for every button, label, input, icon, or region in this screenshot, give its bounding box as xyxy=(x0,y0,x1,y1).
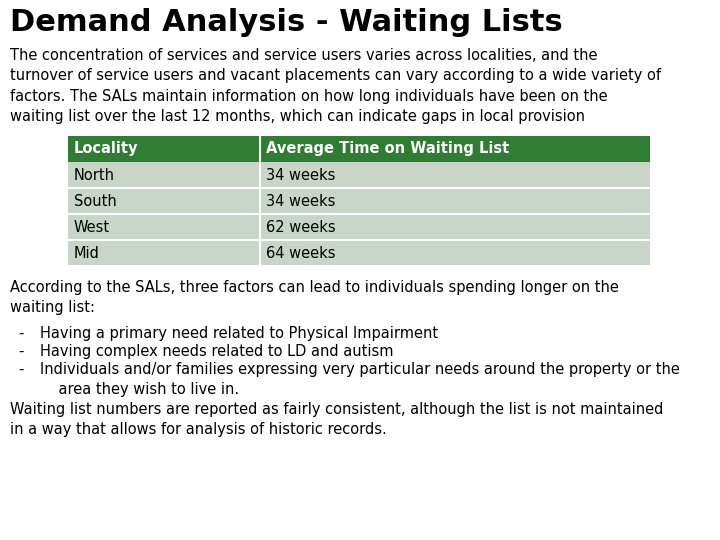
Text: 34 weeks: 34 weeks xyxy=(266,193,336,208)
Text: South: South xyxy=(74,193,117,208)
Text: 34 weeks: 34 weeks xyxy=(266,167,336,183)
Text: The concentration of services and service users varies across localities, and th: The concentration of services and servic… xyxy=(10,48,661,124)
Text: West: West xyxy=(74,219,110,234)
Bar xyxy=(68,214,650,240)
Text: Having complex needs related to LD and autism: Having complex needs related to LD and a… xyxy=(40,344,394,359)
Bar xyxy=(68,188,650,214)
Text: -: - xyxy=(18,344,23,359)
Text: Average Time on Waiting List: Average Time on Waiting List xyxy=(266,141,509,157)
Text: North: North xyxy=(74,167,115,183)
Text: Individuals and/or families expressing very particular needs around the property: Individuals and/or families expressing v… xyxy=(40,362,680,397)
Text: According to the SALs, three factors can lead to individuals spending longer on : According to the SALs, three factors can… xyxy=(10,280,619,315)
Text: -: - xyxy=(18,326,23,341)
Text: 62 weeks: 62 weeks xyxy=(266,219,336,234)
Text: Demand Analysis - Waiting Lists: Demand Analysis - Waiting Lists xyxy=(10,8,563,37)
Bar xyxy=(68,162,650,188)
Text: Locality: Locality xyxy=(74,141,138,157)
Bar xyxy=(68,240,650,266)
Text: Having a primary need related to Physical Impairment: Having a primary need related to Physica… xyxy=(40,326,438,341)
Text: -: - xyxy=(18,362,23,377)
Text: Mid: Mid xyxy=(74,246,100,260)
Bar xyxy=(68,136,650,162)
Text: Waiting list numbers are reported as fairly consistent, although the list is not: Waiting list numbers are reported as fai… xyxy=(10,402,663,437)
Text: 64 weeks: 64 weeks xyxy=(266,246,336,260)
